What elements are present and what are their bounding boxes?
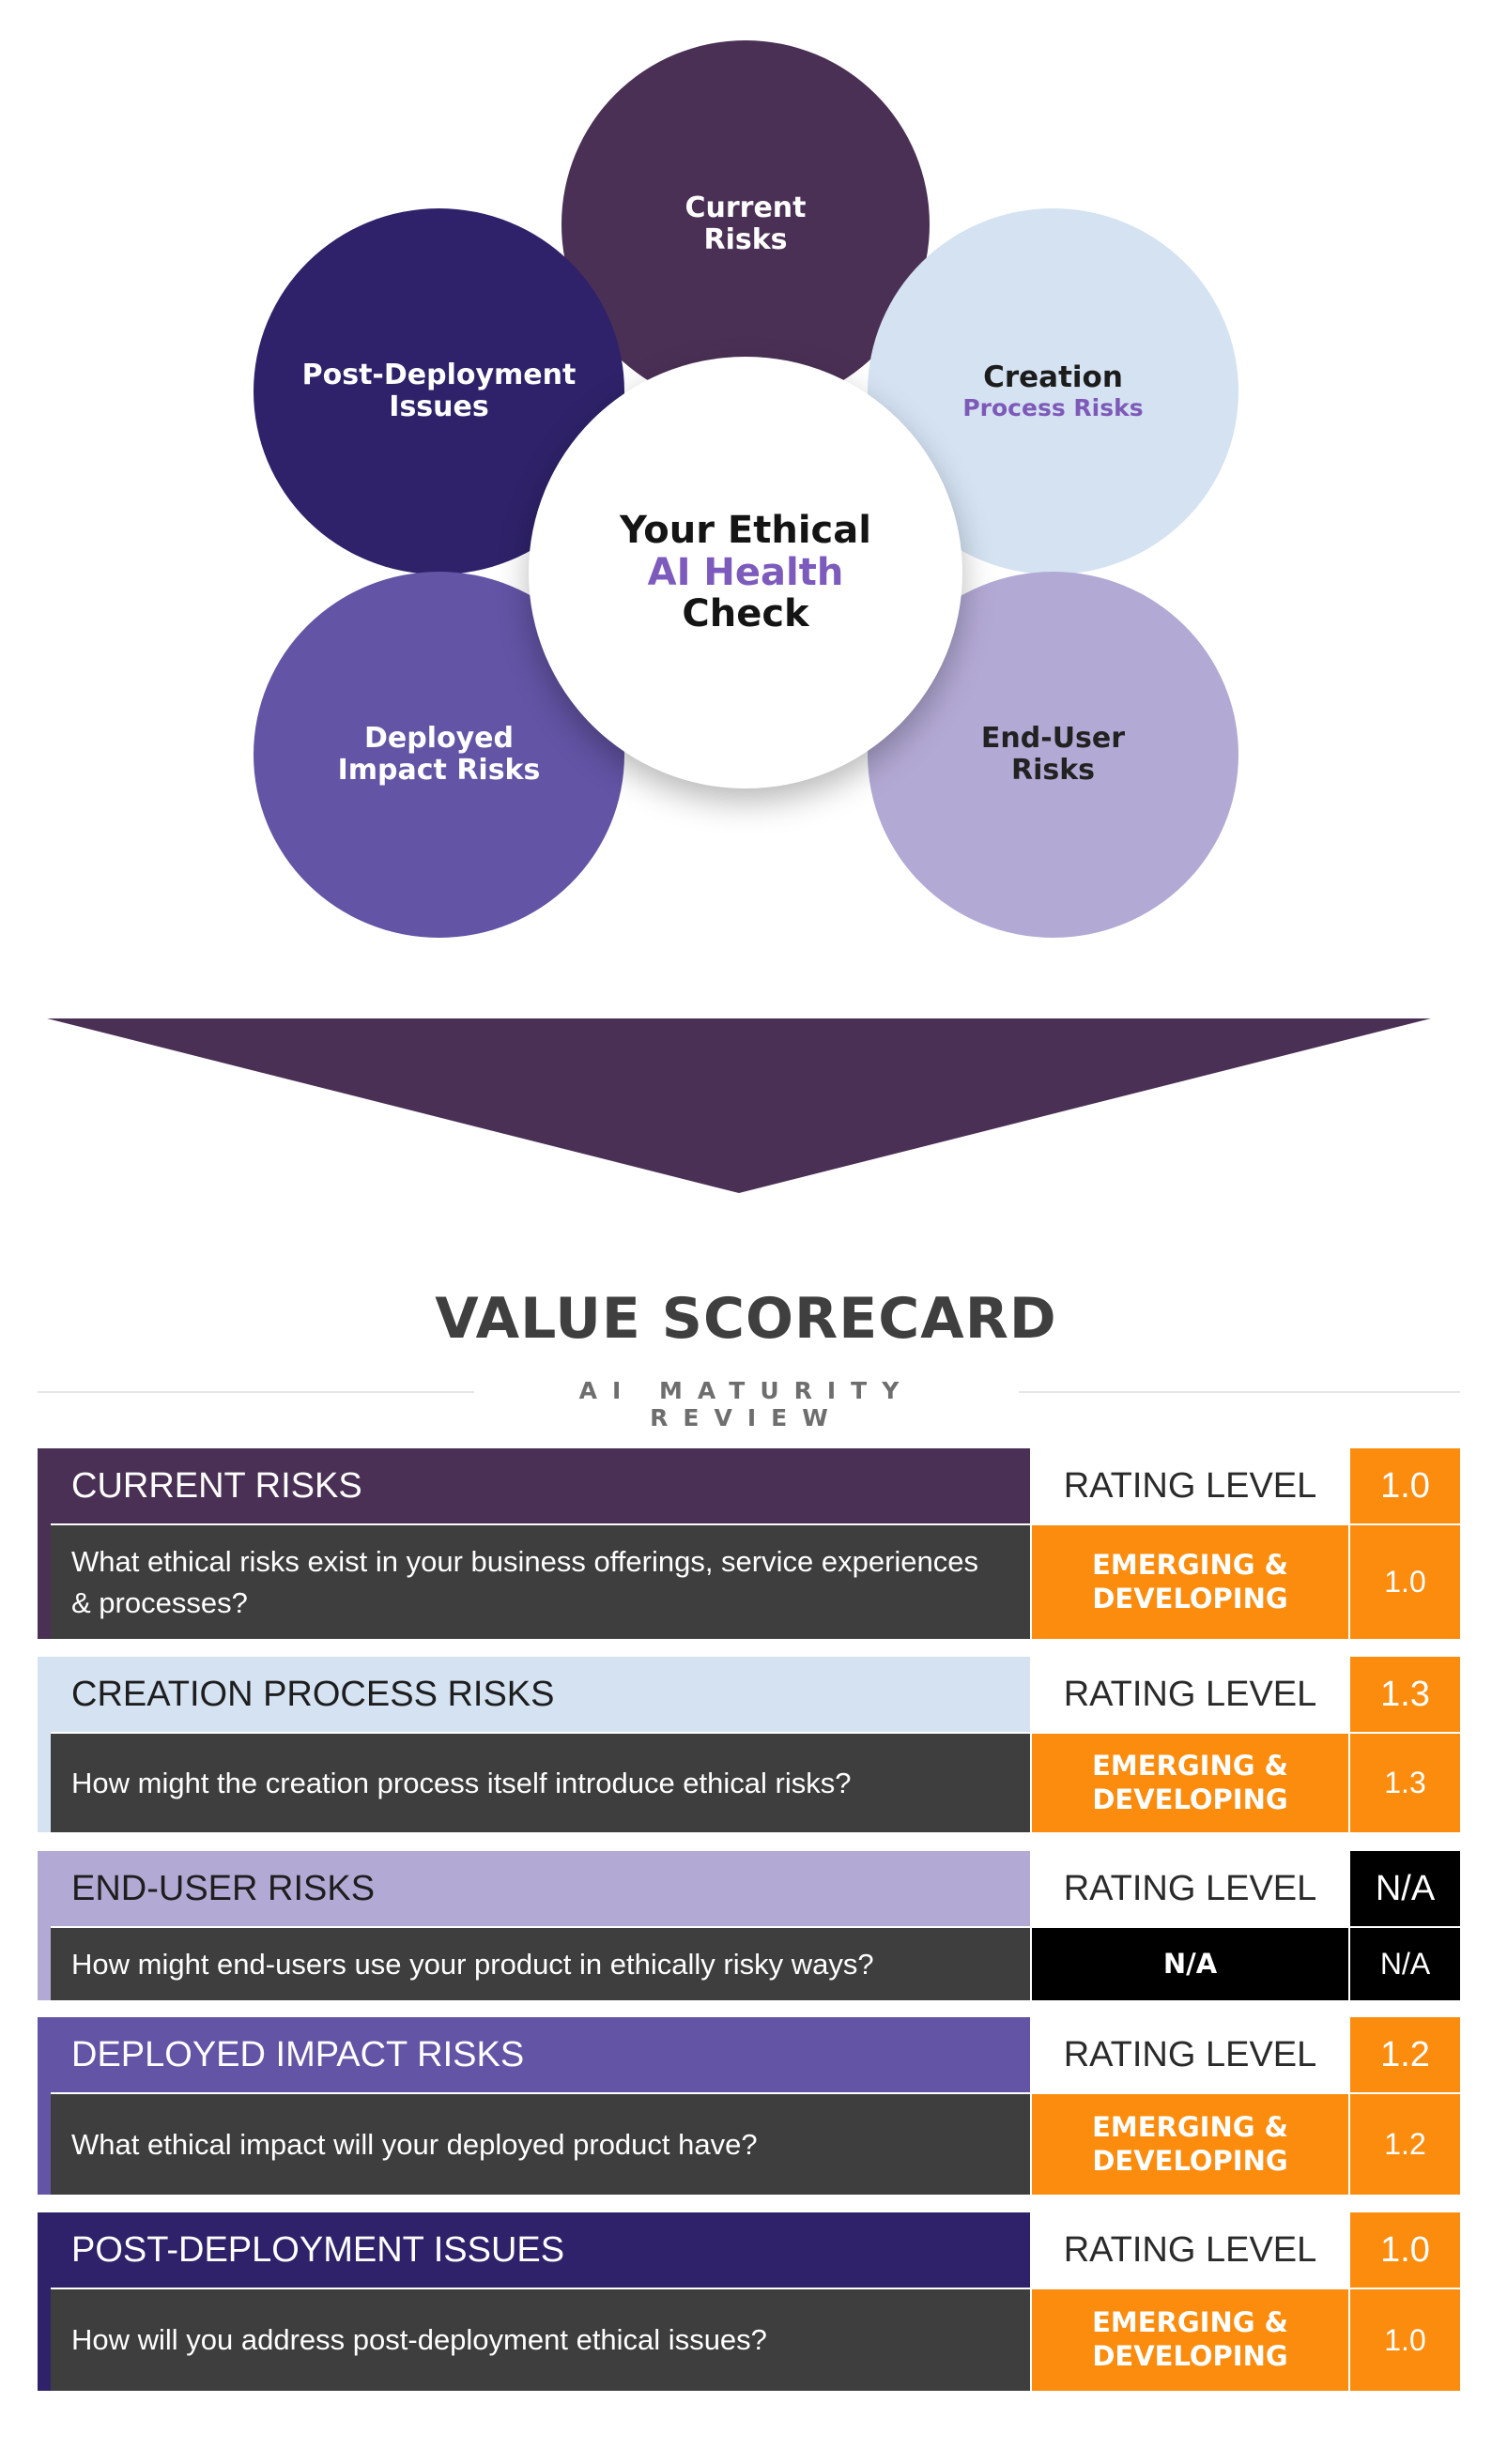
section-end-user-risks: END-USER RISKS RATING LEVEL N/A How migh… xyxy=(38,1851,1460,2000)
circle-deployed-line2: Impact Risks xyxy=(337,754,541,787)
section-score: N/A xyxy=(1350,1851,1460,1926)
rating-badge-line2: DEVELOPING xyxy=(1092,2144,1288,2177)
rating-badge-line2: DEVELOPING xyxy=(1092,2340,1288,2372)
circle-post-deployment-line1: Post-Deployment xyxy=(301,359,577,392)
scorecard-title: VALUE SCORECARD xyxy=(435,1286,1057,1352)
circle-enduser-line1: End-User xyxy=(980,722,1126,756)
circle-center-health-check: Your Ethical AI Health Check xyxy=(529,357,962,788)
section-creation-process-risks: CREATION PROCESS RISKS RATING LEVEL 1.3 … xyxy=(38,1657,1460,1832)
down-arrow-shape xyxy=(47,1018,1431,1193)
question-text: How might end-users use your product in … xyxy=(51,1928,1030,2000)
question-row: How will you address post-deployment eth… xyxy=(38,2289,1460,2391)
circle-current-risks: Current Risks xyxy=(561,40,930,408)
question-text: How might the creation process itself in… xyxy=(51,1734,1030,1832)
question-score: N/A xyxy=(1350,1928,1460,2000)
rating-badge: EMERGING & DEVELOPING xyxy=(1032,1734,1348,1832)
section-label: CREATION PROCESS RISKS xyxy=(38,1657,1030,1732)
question-score: 1.2 xyxy=(1350,2094,1460,2195)
circle-creation-line2: Process Risks xyxy=(962,394,1144,422)
circle-current-risks-line2: Risks xyxy=(703,223,788,256)
center-line2: AI Health xyxy=(647,550,844,594)
question-row: How might the creation process itself in… xyxy=(38,1734,1460,1832)
rating-level-label: RATING LEVEL xyxy=(1032,2212,1348,2288)
question-text: What ethical impact will your deployed p… xyxy=(51,2094,1030,2195)
divider-left xyxy=(38,1391,474,1393)
question-row: What ethical risks exist in your busines… xyxy=(38,1525,1460,1639)
section-header-row: POST-DEPLOYMENT ISSUES RATING LEVEL 1.0 xyxy=(38,2212,1460,2288)
question-text: What ethical risks exist in your busines… xyxy=(51,1525,1030,1639)
rating-badge: EMERGING & DEVELOPING xyxy=(1032,2094,1348,2195)
rating-level-label: RATING LEVEL xyxy=(1032,1448,1348,1523)
center-line3: Check xyxy=(682,592,809,636)
section-header-row: CURRENT RISKS RATING LEVEL 1.0 xyxy=(38,1448,1460,1523)
section-score: 1.0 xyxy=(1350,2212,1460,2288)
question-score: 1.0 xyxy=(1350,1525,1460,1639)
rating-badge: EMERGING & DEVELOPING xyxy=(1032,2289,1348,2391)
section-header-row: END-USER RISKS RATING LEVEL N/A xyxy=(38,1851,1460,1926)
divider-right xyxy=(1019,1391,1460,1393)
circle-enduser-line2: Risks xyxy=(1010,754,1096,787)
section-header-row: DEPLOYED IMPACT RISKS RATING LEVEL 1.2 xyxy=(38,2017,1460,2092)
section-current-risks: CURRENT RISKS RATING LEVEL 1.0 What ethi… xyxy=(38,1448,1460,1639)
question-text: How will you address post-deployment eth… xyxy=(51,2289,1030,2391)
rating-badge-line1: EMERGING & xyxy=(1092,1548,1288,1581)
circle-creation-line1: Creation xyxy=(983,360,1123,394)
question-row: What ethical impact will your deployed p… xyxy=(38,2094,1460,2195)
rating-badge-line1: EMERGING & xyxy=(1092,2110,1288,2143)
section-label: CURRENT RISKS xyxy=(38,1448,1030,1523)
circle-deployed-line1: Deployed xyxy=(364,722,514,756)
section-header-row: CREATION PROCESS RISKS RATING LEVEL 1.3 xyxy=(38,1657,1460,1732)
rating-badge-line1: EMERGING & xyxy=(1092,2306,1288,2339)
section-label: END-USER RISKS xyxy=(38,1851,1030,1926)
question-row: How might end-users use your product in … xyxy=(38,1928,1460,2000)
question-score: 1.3 xyxy=(1350,1734,1460,1832)
section-label: POST-DEPLOYMENT ISSUES xyxy=(38,2212,1030,2288)
rating-badge-line1: EMERGING & xyxy=(1092,1749,1288,1782)
section-deployed-impact-risks: DEPLOYED IMPACT RISKS RATING LEVEL 1.2 W… xyxy=(38,2017,1460,2195)
question-score: 1.0 xyxy=(1350,2289,1460,2391)
section-label: DEPLOYED IMPACT RISKS xyxy=(38,2017,1030,2092)
section-post-deployment-issues: POST-DEPLOYMENT ISSUES RATING LEVEL 1.0 … xyxy=(38,2212,1460,2391)
rating-level-label: RATING LEVEL xyxy=(1032,1657,1348,1732)
scorecard-subtitle: AI MATURITY REVIEW xyxy=(578,1377,915,1431)
rating-badge-line2: DEVELOPING xyxy=(1092,1783,1288,1815)
rating-level-label: RATING LEVEL xyxy=(1032,2017,1348,2092)
section-score: 1.0 xyxy=(1350,1448,1460,1523)
center-line1: Your Ethical xyxy=(620,508,871,552)
section-score: 1.3 xyxy=(1350,1657,1460,1732)
circle-current-risks-line1: Current xyxy=(684,191,807,225)
rating-badge-line1: N/A xyxy=(1162,1947,1218,1980)
section-score: 1.2 xyxy=(1350,2017,1460,2092)
circle-post-deployment-line2: Issues xyxy=(389,390,489,423)
rating-badge: N/A xyxy=(1032,1928,1348,2000)
rating-level-label: RATING LEVEL xyxy=(1032,1851,1348,1926)
rating-badge-line2: DEVELOPING xyxy=(1092,1582,1288,1615)
rating-badge: EMERGING & DEVELOPING xyxy=(1032,1525,1348,1639)
